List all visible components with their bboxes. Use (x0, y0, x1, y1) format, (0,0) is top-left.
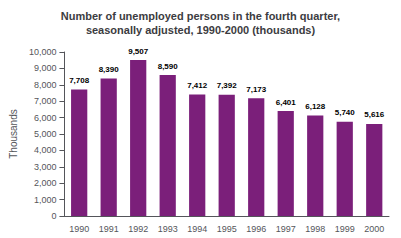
svg-text:Number of unemployed persons i: Number of unemployed persons in the four… (61, 10, 340, 22)
svg-text:6,401: 6,401 (276, 98, 297, 107)
svg-text:6,128: 6,128 (305, 102, 326, 111)
svg-text:2000: 2000 (364, 224, 384, 234)
svg-text:9,507: 9,507 (128, 47, 149, 56)
svg-text:8,390: 8,390 (99, 65, 120, 74)
svg-text:1991: 1991 (99, 224, 119, 234)
svg-text:1996: 1996 (246, 224, 266, 234)
svg-text:7,173: 7,173 (246, 85, 267, 94)
svg-text:1999: 1999 (335, 224, 355, 234)
svg-text:1994: 1994 (187, 224, 207, 234)
svg-text:7,000: 7,000 (34, 96, 57, 106)
svg-text:10,000: 10,000 (29, 47, 57, 57)
svg-text:0: 0 (51, 211, 56, 221)
svg-text:1,000: 1,000 (34, 195, 57, 205)
svg-text:4,000: 4,000 (34, 145, 57, 155)
svg-text:5,000: 5,000 (34, 129, 57, 139)
svg-text:1997: 1997 (276, 224, 296, 234)
svg-text:7,392: 7,392 (217, 81, 238, 90)
svg-text:7,412: 7,412 (187, 81, 208, 90)
svg-text:5,740: 5,740 (335, 108, 356, 117)
svg-text:5,616: 5,616 (364, 110, 385, 119)
svg-text:1990: 1990 (69, 224, 89, 234)
svg-text:2,000: 2,000 (34, 178, 57, 188)
svg-text:9,000: 9,000 (34, 63, 57, 73)
svg-text:1995: 1995 (217, 224, 237, 234)
svg-text:seasonally adjusted, 1990-2000: seasonally adjusted, 1990-2000 (thousand… (86, 24, 316, 36)
svg-text:3,000: 3,000 (34, 162, 57, 172)
svg-text:Thousands: Thousands (8, 109, 19, 158)
svg-text:1993: 1993 (158, 224, 178, 234)
svg-text:1992: 1992 (128, 224, 148, 234)
svg-text:8,590: 8,590 (158, 62, 179, 71)
svg-text:7,708: 7,708 (69, 76, 90, 85)
svg-text:8,000: 8,000 (34, 80, 57, 90)
svg-text:1998: 1998 (305, 224, 325, 234)
svg-text:6,000: 6,000 (34, 113, 57, 123)
